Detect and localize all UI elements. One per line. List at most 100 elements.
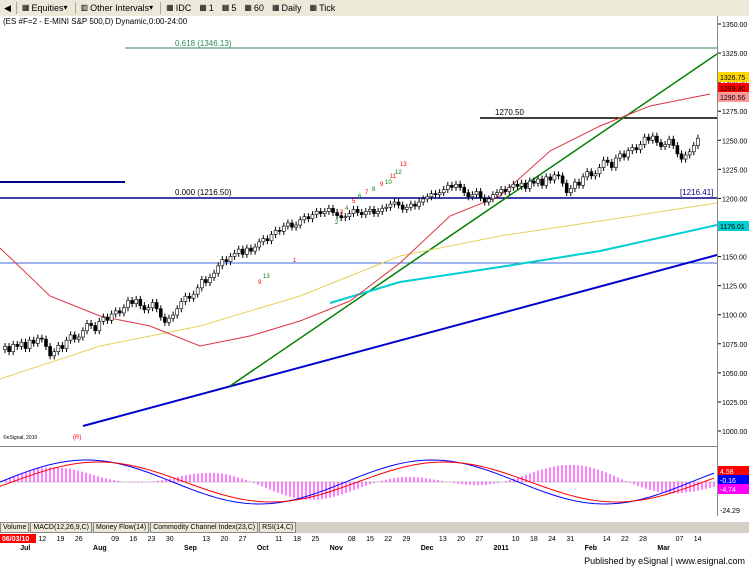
candle-body [597, 167, 602, 175]
date-label: 18 [293, 536, 301, 543]
candle-body [622, 153, 626, 158]
candle-body [150, 302, 155, 309]
study-tab[interactable]: Volume [0, 522, 30, 533]
candle-body [581, 176, 585, 186]
interval-1-button[interactable]: ▦ 1 [199, 3, 214, 13]
r-tag: (R) [73, 435, 81, 441]
candle-body [667, 138, 672, 145]
candle-body [409, 203, 413, 208]
price-tick-label: 1125.00 [722, 284, 747, 291]
candle-body [560, 175, 565, 184]
date-label: Aug [93, 545, 107, 552]
candle-body [491, 194, 495, 200]
candle-body [421, 198, 426, 203]
candle-body [413, 203, 417, 207]
candle-body [368, 209, 372, 212]
candle-body [93, 325, 97, 332]
interval-60-button[interactable]: ▦ 60 [244, 3, 264, 13]
macd-panel[interactable] [0, 446, 717, 522]
candle-body [458, 183, 462, 188]
study-tab[interactable]: Commodity Channel Index(23,C) [150, 522, 259, 533]
date-label: Sep [184, 545, 197, 552]
candle-body [236, 248, 241, 254]
price-axis[interactable]: 1350.001325.001300.001275.001250.001225.… [717, 16, 749, 516]
count-label: 9 [380, 182, 384, 188]
cyan-ma-line [329, 224, 718, 304]
candle-body [220, 259, 225, 267]
candle-body [23, 341, 28, 349]
date-label: 20 [457, 536, 465, 543]
candle-body [359, 212, 364, 215]
equities-menu[interactable]: ▦ Equities ▾ [21, 3, 68, 13]
idc-button[interactable]: ▦ IDC [166, 3, 192, 13]
price-chart: 0.618 (1346.13) 0.000 (1216.50) [1216.41] 1… [0, 39, 718, 441]
candle-body [614, 157, 618, 168]
candle-body [445, 184, 450, 190]
candle-body [232, 253, 237, 257]
count-label: 7 [365, 190, 369, 196]
interval-5-button[interactable]: ▦ 5 [221, 3, 237, 13]
candle-body [290, 222, 294, 228]
candle-body [503, 189, 508, 192]
price-tick-label: 1050.00 [722, 371, 747, 378]
candle-body [454, 183, 458, 188]
tick-button[interactable]: ▦ Tick [309, 3, 336, 13]
date-label: 25 [311, 536, 319, 543]
separator [74, 2, 76, 14]
red-ma-line [0, 93, 711, 347]
candle-body [327, 208, 331, 212]
study-tab[interactable]: MACD(12,26,9,C) [30, 522, 92, 533]
candle-body [179, 301, 184, 310]
candle-body [433, 193, 438, 196]
date-label: 15 [366, 536, 374, 543]
count-label: 5 [352, 199, 356, 205]
candle-body [429, 193, 434, 198]
price-tag: 1290.56 [720, 95, 745, 102]
candle-body [466, 192, 471, 198]
candle-body [27, 339, 32, 349]
price-tag: 1299.30 [720, 86, 745, 93]
other-intervals-menu[interactable]: ▥ Other Intervals ▾ [80, 3, 154, 13]
candle-body [601, 159, 606, 168]
fib-label: 0.618 (1346.13) [175, 39, 232, 48]
macd-tag-bg [718, 475, 749, 485]
date-start-bg [0, 534, 36, 543]
candle-body [523, 182, 528, 189]
candle-body [105, 316, 110, 321]
chart-window: 0.618 (1346.13) 0.000 (1216.50) [1216.41] 1… [0, 16, 749, 554]
candle-body [212, 272, 216, 278]
candle-body [183, 295, 188, 302]
price-tick-label: 1100.00 [722, 313, 747, 320]
study-tab[interactable]: RSI(14,C) [259, 522, 297, 533]
candle-body [142, 305, 147, 311]
date-label: 08 [348, 536, 356, 543]
count-label: 12 [395, 170, 402, 176]
count-label: 3 [340, 210, 344, 216]
candle-body [40, 337, 44, 340]
nav-back-icon: ◀ [4, 2, 11, 13]
price-panel[interactable]: 0.618 (1346.13) 0.000 (1216.50) [1216.41] 1… [0, 16, 718, 446]
candle-body [241, 248, 245, 255]
candle-body [97, 321, 102, 332]
count-label: 10 [385, 180, 392, 186]
price-tag: 1176.01 [720, 224, 745, 231]
candle-body [425, 196, 430, 200]
price-tick-label: 1275.00 [722, 109, 747, 116]
candle-body [515, 183, 520, 187]
candle-body [384, 206, 389, 209]
date-label: 11 [275, 536, 282, 543]
candle-body [511, 183, 516, 188]
date-label: 22 [621, 536, 629, 543]
candle-body [380, 208, 385, 212]
study-tab[interactable]: Money Flow(14) [93, 522, 150, 533]
toolbar: ◀ ▦ Equities ▾ ▥ Other Intervals ▾ ▦ IDC ▦ 1 ▦… [0, 0, 749, 17]
daily-button[interactable]: ▦ Daily [271, 3, 302, 13]
interval-icon: ▦ [199, 3, 207, 12]
candle-body [663, 144, 667, 147]
candle-body [281, 225, 286, 232]
nav-back-button[interactable]: ◀ [0, 0, 15, 16]
macd-bottom-label: -24.29 [720, 508, 740, 515]
interval-icon: ▦ [244, 3, 252, 12]
candle-body [118, 310, 122, 314]
candle-body [52, 351, 57, 357]
